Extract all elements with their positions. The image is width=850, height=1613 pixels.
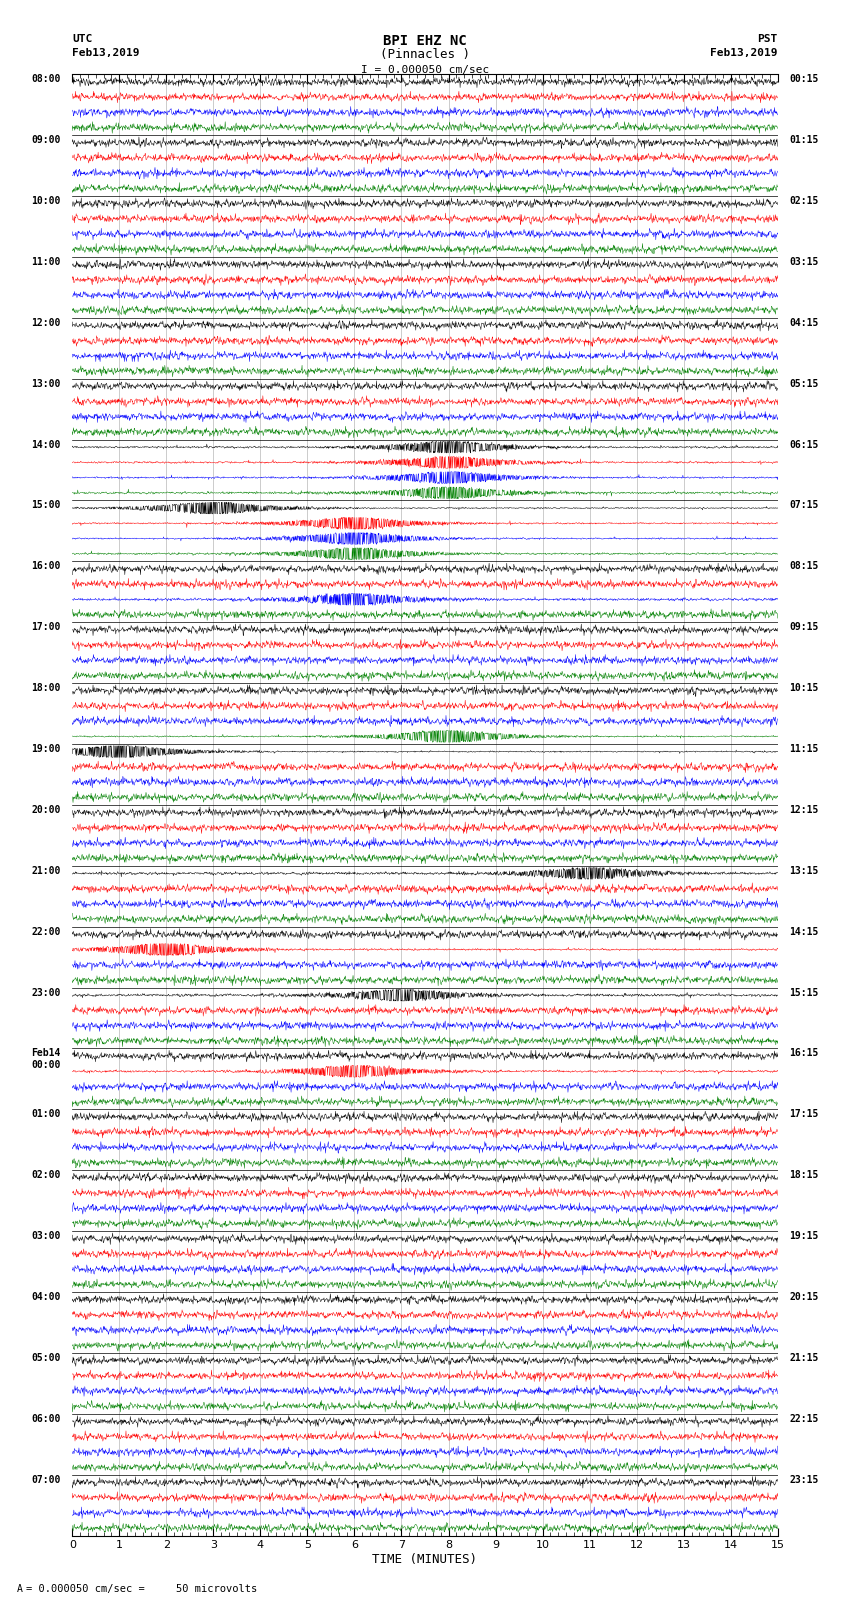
Text: Feb13,2019: Feb13,2019	[711, 48, 778, 58]
Text: 12:15: 12:15	[790, 805, 819, 815]
Text: 16:00: 16:00	[31, 561, 60, 571]
Text: 18:00: 18:00	[31, 684, 60, 694]
Text: 20:15: 20:15	[790, 1292, 819, 1302]
Text: 21:15: 21:15	[790, 1353, 819, 1363]
Text: 21:00: 21:00	[31, 866, 60, 876]
Text: 15:15: 15:15	[790, 987, 819, 997]
Text: BPI EHZ NC: BPI EHZ NC	[383, 34, 467, 48]
Text: 10:00: 10:00	[31, 197, 60, 206]
Text: 14:15: 14:15	[790, 926, 819, 937]
Text: 13:15: 13:15	[790, 866, 819, 876]
Text: 07:15: 07:15	[790, 500, 819, 510]
Text: = 0.000050 cm/sec =     50 microvolts: = 0.000050 cm/sec = 50 microvolts	[26, 1584, 257, 1594]
Text: 09:00: 09:00	[31, 135, 60, 145]
Text: 04:00: 04:00	[31, 1292, 60, 1302]
Text: 00:15: 00:15	[790, 74, 819, 84]
Text: 07:00: 07:00	[31, 1474, 60, 1484]
Text: 19:00: 19:00	[31, 744, 60, 753]
Text: 03:15: 03:15	[790, 256, 819, 266]
Text: 02:15: 02:15	[790, 197, 819, 206]
Text: 22:15: 22:15	[790, 1413, 819, 1424]
Text: Feb14
00:00: Feb14 00:00	[31, 1048, 60, 1069]
Text: 05:15: 05:15	[790, 379, 819, 389]
Text: 23:15: 23:15	[790, 1474, 819, 1484]
Text: 08:15: 08:15	[790, 561, 819, 571]
Text: 15:00: 15:00	[31, 500, 60, 510]
Text: 13:00: 13:00	[31, 379, 60, 389]
Text: 12:00: 12:00	[31, 318, 60, 327]
Text: 14:00: 14:00	[31, 440, 60, 450]
Text: 23:00: 23:00	[31, 987, 60, 997]
Text: 11:15: 11:15	[790, 744, 819, 753]
Text: 03:00: 03:00	[31, 1231, 60, 1240]
Text: 18:15: 18:15	[790, 1171, 819, 1181]
Text: 06:00: 06:00	[31, 1413, 60, 1424]
Text: A: A	[17, 1584, 23, 1594]
Text: 09:15: 09:15	[790, 623, 819, 632]
X-axis label: TIME (MINUTES): TIME (MINUTES)	[372, 1553, 478, 1566]
Text: I = 0.000050 cm/sec: I = 0.000050 cm/sec	[361, 65, 489, 74]
Text: 06:15: 06:15	[790, 440, 819, 450]
Text: 17:15: 17:15	[790, 1110, 819, 1119]
Text: 01:00: 01:00	[31, 1110, 60, 1119]
Text: (Pinnacles ): (Pinnacles )	[380, 48, 470, 61]
Text: 17:00: 17:00	[31, 623, 60, 632]
Text: 19:15: 19:15	[790, 1231, 819, 1240]
Text: 16:15: 16:15	[790, 1048, 819, 1058]
Text: 04:15: 04:15	[790, 318, 819, 327]
Text: 11:00: 11:00	[31, 256, 60, 266]
Text: 22:00: 22:00	[31, 926, 60, 937]
Text: 01:15: 01:15	[790, 135, 819, 145]
Text: 10:15: 10:15	[790, 684, 819, 694]
Text: UTC: UTC	[72, 34, 93, 44]
Text: Feb13,2019: Feb13,2019	[72, 48, 139, 58]
Text: PST: PST	[757, 34, 778, 44]
Text: 20:00: 20:00	[31, 805, 60, 815]
Text: 08:00: 08:00	[31, 74, 60, 84]
Text: 05:00: 05:00	[31, 1353, 60, 1363]
Text: 02:00: 02:00	[31, 1171, 60, 1181]
